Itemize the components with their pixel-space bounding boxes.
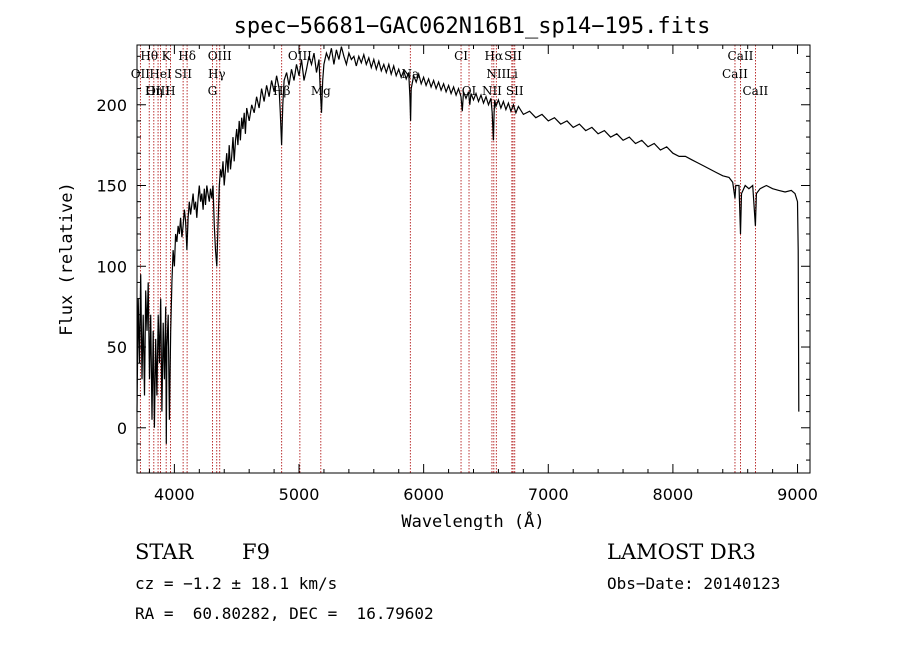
observation-date: Obs−Date: 20140123 (607, 574, 781, 593)
spectral-subclass: F9 (242, 540, 270, 564)
line-label: NII (482, 84, 502, 98)
y-tick-label: 0 (117, 419, 127, 438)
redshift-cz: cz = −1.2 ± 18.1 km/s (135, 574, 338, 593)
line-label: G (208, 84, 218, 98)
survey-name: LAMOST DR3 (607, 540, 756, 564)
line-label: Li (506, 67, 518, 81)
line-label: SII (506, 84, 524, 98)
line-label: Mg (311, 84, 331, 98)
x-tick-label: 8000 (653, 485, 694, 504)
line-label: K (162, 49, 172, 63)
x-axis-label: Wavelength (Å) (401, 510, 544, 530)
y-axis-ticks: 0 50 100 150 200 (96, 55, 810, 461)
line-label: SII (504, 49, 522, 63)
line-label: Na (401, 67, 419, 81)
line-label: Hα (485, 49, 504, 63)
line-label: OIII (208, 49, 232, 63)
x-tick-label: 5000 (279, 485, 320, 504)
line-label: Hθ (140, 49, 158, 63)
chart-title: spec−56681−GAC062N16B1_sp14−195.fits (234, 14, 711, 39)
line-label: OIII (288, 49, 312, 63)
line-label: Hγ (208, 67, 226, 81)
x-tick-label: 4000 (154, 485, 195, 504)
line-label: Hβ (273, 84, 290, 98)
emission-line-markers (139, 45, 756, 473)
line-label: NII (486, 67, 506, 81)
plot-frame (136, 44, 811, 474)
y-axis-label: Flux (relative) (57, 182, 77, 336)
ra-dec: RA = 60.80282, DEC = 16.79602 (135, 604, 434, 623)
x-tick-label: 6000 (403, 485, 444, 504)
spectrum-line (136, 46, 800, 444)
y-tick-label: 50 (107, 338, 127, 357)
line-label: CaII (722, 67, 748, 81)
line-label: SII (174, 67, 192, 81)
x-tick-label: 7000 (528, 485, 569, 504)
line-label: CaII (728, 49, 754, 63)
line-label: HeI (149, 67, 172, 81)
y-tick-label: 200 (96, 96, 127, 115)
line-label: H (165, 84, 175, 98)
line-label: OI (462, 84, 477, 98)
line-label: OIII (146, 84, 170, 98)
object-class: STAR (135, 540, 194, 564)
x-tick-label: 9000 (777, 485, 818, 504)
line-label: Hη (145, 84, 163, 98)
x-axis-ticks: 4000 5000 6000 7000 8000 9000 (148, 45, 818, 504)
line-label: CI (454, 49, 468, 63)
spectrum-chart: spec−56681−GAC062N16B1_sp14−195.fits Hθ K… (57, 14, 818, 530)
line-label: CaII (742, 84, 768, 98)
line-label: OII (131, 67, 151, 81)
line-label: Hδ (178, 49, 196, 63)
y-tick-label: 100 (96, 257, 127, 276)
y-tick-label: 150 (96, 177, 127, 196)
